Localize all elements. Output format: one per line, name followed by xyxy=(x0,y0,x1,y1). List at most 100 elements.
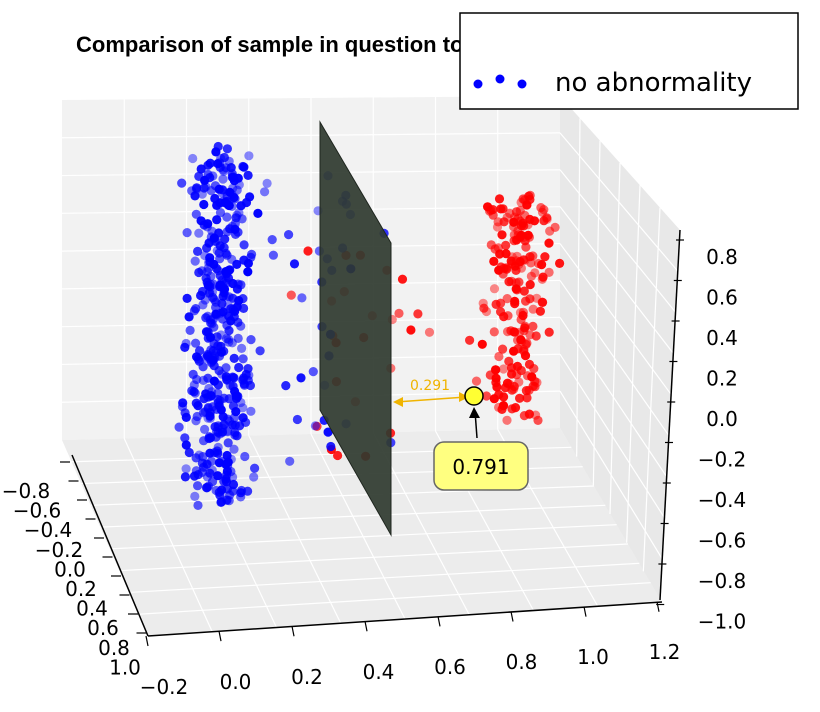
scatter-point xyxy=(227,169,237,179)
scatter-point xyxy=(253,208,263,218)
scatter-point xyxy=(515,205,525,216)
scatter-point xyxy=(206,456,217,466)
scatter-point xyxy=(267,235,277,245)
scatter-point xyxy=(501,240,511,250)
scatter-point xyxy=(218,174,228,184)
z-tick-label: 0.8 xyxy=(706,245,738,269)
scatter-point xyxy=(526,258,536,268)
scatter-point xyxy=(212,332,222,342)
scatter-point xyxy=(519,411,530,421)
scatter-point xyxy=(211,432,221,442)
scatter-point xyxy=(238,354,248,364)
scatter-point xyxy=(223,457,233,467)
scatter-point xyxy=(222,227,232,237)
y-tick-label: 1.0 xyxy=(109,655,141,679)
y-tick-label: −0.4 xyxy=(24,518,73,542)
grid-line xyxy=(100,504,606,528)
scatter-point xyxy=(406,325,416,335)
x-tick-label: −0.2 xyxy=(140,675,189,699)
scatter-point xyxy=(193,481,203,491)
scatter-point xyxy=(247,249,257,259)
scatter-point xyxy=(246,406,256,416)
scatter-point xyxy=(243,375,253,385)
x-tick-mark xyxy=(291,626,295,637)
scatter-point xyxy=(249,472,259,482)
scatter-point xyxy=(222,144,232,154)
scatter-point xyxy=(190,491,200,501)
scatter-point xyxy=(521,296,531,306)
scatter-point xyxy=(205,332,216,342)
z-tick-label: −0.2 xyxy=(698,448,747,472)
scatter-point xyxy=(213,388,223,398)
scatter-point xyxy=(511,265,521,275)
scatter-point xyxy=(193,500,203,510)
legend-marker-3 xyxy=(517,79,527,89)
y-tick-label: 0.0 xyxy=(54,557,86,581)
scatter-point xyxy=(495,249,505,259)
scatter-point xyxy=(526,271,537,281)
scatter-point xyxy=(491,377,501,388)
scatter-point xyxy=(208,346,218,356)
scatter-point xyxy=(521,386,532,396)
scatter-point xyxy=(213,141,223,152)
scatter-point xyxy=(200,424,210,434)
scatter-point xyxy=(326,441,336,452)
scatter-point xyxy=(498,364,509,374)
x-tick-label: 0.2 xyxy=(291,665,323,689)
scatter-point xyxy=(494,194,505,204)
scatter-point xyxy=(217,369,227,379)
scatter-point xyxy=(508,346,519,356)
grid-line xyxy=(61,132,561,139)
scatter-point xyxy=(465,335,475,345)
grid-line xyxy=(61,242,561,252)
scatter-point xyxy=(502,294,512,304)
scatter-point xyxy=(194,356,204,366)
scatter-point xyxy=(284,230,294,240)
separating-plane xyxy=(319,120,392,537)
scatter-point xyxy=(198,452,208,462)
scatter-point xyxy=(205,288,215,298)
scatter-point xyxy=(234,180,244,190)
scatter-point xyxy=(528,304,538,314)
z-axis-line xyxy=(659,229,681,601)
scatter-point xyxy=(303,246,313,256)
scatter-point xyxy=(308,367,318,377)
x-tick-mark xyxy=(437,616,441,627)
scatter-point xyxy=(210,181,220,191)
scatter-point xyxy=(181,464,191,474)
scatter-point xyxy=(239,162,249,172)
scatter-point xyxy=(243,170,253,180)
scatter-point xyxy=(236,201,246,211)
scatter-point xyxy=(255,346,265,356)
scatter-point xyxy=(506,256,516,266)
scatter-point xyxy=(524,359,535,369)
scatter-point xyxy=(296,373,306,383)
z-tick-label: 0.4 xyxy=(706,326,738,350)
scatter-point xyxy=(212,215,222,225)
x-tick-mark xyxy=(583,606,587,617)
scatter-point xyxy=(286,290,296,300)
x-tick-label: 0.8 xyxy=(506,650,538,674)
z-tick-label: −0.6 xyxy=(698,529,747,553)
scatter-point xyxy=(224,496,234,506)
scatter-point xyxy=(238,294,248,304)
scatter-point xyxy=(519,286,529,296)
scatter-point xyxy=(479,303,489,313)
scatter-point xyxy=(545,226,555,236)
scatter-point xyxy=(502,415,512,425)
y-tick-label: 0.6 xyxy=(87,616,119,640)
scatter-point xyxy=(503,311,513,321)
scatter-point xyxy=(522,393,532,403)
sample-point xyxy=(464,386,484,406)
scatter-point xyxy=(232,284,242,294)
grid-line xyxy=(609,162,621,515)
scatter-point xyxy=(227,190,237,200)
scatter-point xyxy=(231,407,241,417)
legend: no abnormality xyxy=(459,12,799,110)
scatter-point xyxy=(323,427,333,437)
scatter-point xyxy=(516,314,526,325)
scatter-point xyxy=(521,339,531,350)
scatter-point xyxy=(218,185,228,195)
